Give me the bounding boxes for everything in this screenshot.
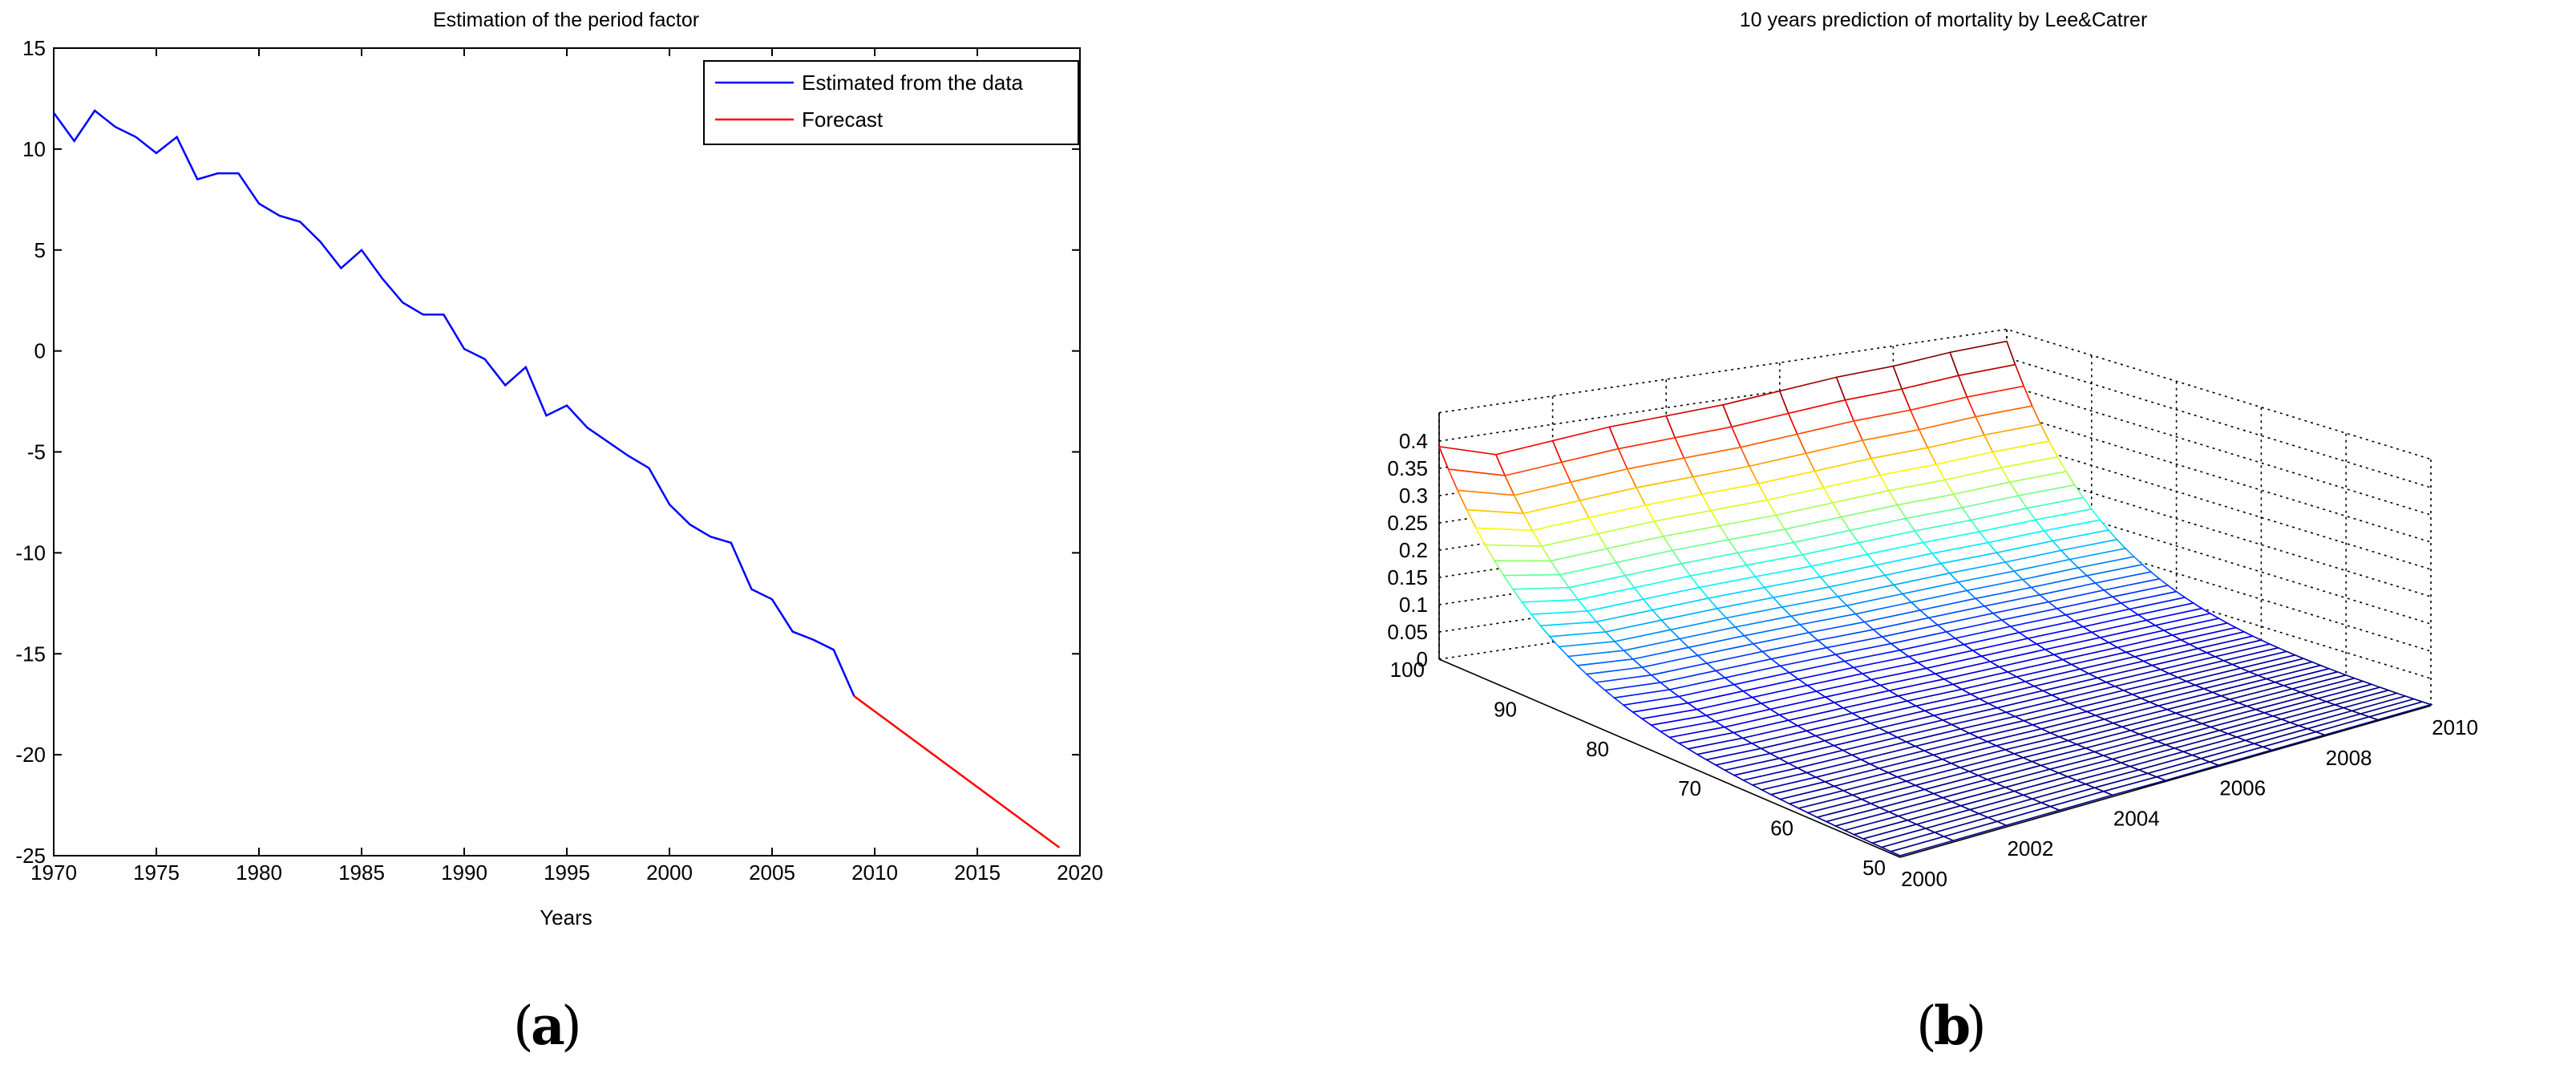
- surface-cell-0-44: [1484, 544, 1552, 562]
- age-tick-label-50: 50: [1862, 856, 1886, 880]
- year-tick-label-2008: 2008: [2326, 746, 2372, 770]
- x-tick-label-1975: 1975: [133, 861, 180, 885]
- year-tick-label-2002: 2002: [2007, 836, 2053, 861]
- age-tick-label-80: 80: [1586, 737, 1609, 761]
- age-tick-label-100: 100: [1390, 658, 1425, 682]
- z-tick-label-0: 0: [1417, 647, 1428, 671]
- y-tick-label--10: -10: [15, 541, 46, 565]
- legend-forecast-label: Forecast: [802, 107, 884, 132]
- year-axis-line: [1899, 705, 2432, 858]
- year-tick-label-2000: 2000: [1901, 867, 1947, 891]
- z-tick-label-1: 0.05: [1387, 620, 1428, 644]
- x-tick-label-1990: 1990: [441, 861, 487, 885]
- year-tick-label-2004: 2004: [2113, 806, 2160, 830]
- y-tick-label--20: -20: [15, 743, 46, 767]
- caption-b-close: ): [1966, 995, 1987, 1057]
- caption-a-letter: a: [531, 994, 565, 1057]
- z-tick-label-3: 0.15: [1387, 565, 1428, 589]
- x-tick-label-1995: 1995: [544, 861, 590, 885]
- surface-cell-0-45: [1474, 527, 1543, 547]
- x-tick-label-2010: 2010: [851, 861, 898, 885]
- age-tick-label-60: 60: [1770, 816, 1793, 840]
- chart-b-surface: [1438, 340, 2433, 856]
- surface-cell-0-46: [1466, 508, 1534, 532]
- caption-b-letter: b: [1934, 994, 1971, 1057]
- z-tick-label-6: 0.3: [1399, 484, 1428, 508]
- z-tick-label-4: 0.2: [1399, 538, 1428, 562]
- chart-a-legend-box: [703, 60, 1079, 145]
- chart-a-legend: Estimated from the data Forecast: [703, 60, 1079, 145]
- panel-a-line-chart: Estimation of the period factor 1970 1975…: [15, 9, 1103, 929]
- legend-estimated-label: Estimated from the data: [802, 71, 1024, 95]
- y-tick-label--15: -15: [15, 642, 46, 666]
- x-tick-label-2020: 2020: [1057, 861, 1103, 885]
- x-tick-label-2015: 2015: [954, 861, 1001, 885]
- x-tick-label-2000: 2000: [646, 861, 693, 885]
- chart-a-series: [52, 109, 1061, 848]
- y-tick-label-10: 10: [22, 137, 46, 161]
- x-tick-label-1985: 1985: [338, 861, 385, 885]
- z-tick-label-2: 0.1: [1399, 593, 1428, 617]
- x-tick-label-1980: 1980: [236, 861, 282, 885]
- y-tick-label-0: 0: [34, 339, 46, 363]
- year-tick-label-2010: 2010: [2432, 715, 2478, 739]
- age-axis-line: [1438, 658, 1901, 858]
- chart-b-ticks: 0 0.05 0.1 0.15 0.2 0.25 0.3 0.35 0.4 50 60 70 80 90 1…: [1387, 429, 2478, 891]
- y-tick-label-15: 15: [22, 36, 46, 60]
- caption-b-open: (: [1916, 995, 1937, 1057]
- year-tick-label-2006: 2006: [2219, 776, 2266, 800]
- surface-cell-9-0: [2367, 701, 2433, 721]
- y-tick-label-5: 5: [34, 238, 46, 262]
- surface-cell-0-42: [1502, 573, 1571, 590]
- age-tick-label-70: 70: [1678, 776, 1701, 800]
- y-tick-label--25: -25: [15, 844, 46, 868]
- surface-cell-0-43: [1493, 560, 1562, 577]
- y-tick-label--5: -5: [27, 440, 46, 464]
- caption-a-open: (: [513, 995, 534, 1057]
- chart-b-title: 10 years prediction of mortality by Lee&…: [1740, 9, 2148, 31]
- age-tick-label-90: 90: [1494, 697, 1517, 721]
- chart-a-plot-area: [53, 47, 1081, 856]
- series-estimated-line: [52, 109, 855, 697]
- chart-a-x-axis-label: Years: [540, 905, 592, 929]
- chart-a-title: Estimation of the period factor: [433, 9, 699, 31]
- chart-a-ticks: 1970 1975 1980 1985 1990 1995 2000 2005 2010 2015…: [15, 36, 1103, 885]
- panel-b-surface-chart: 10 years prediction of mortality by Lee&…: [1387, 9, 2478, 891]
- caption-a-close: ): [561, 995, 582, 1057]
- x-tick-label-2005: 2005: [749, 861, 795, 885]
- z-tick-label-5: 0.25: [1387, 511, 1428, 535]
- z-tick-label-8: 0.4: [1399, 429, 1428, 453]
- z-tick-label-7: 0.35: [1387, 456, 1428, 480]
- series-forecast-line: [853, 695, 1061, 848]
- x-tick-label-1970: 1970: [30, 861, 77, 885]
